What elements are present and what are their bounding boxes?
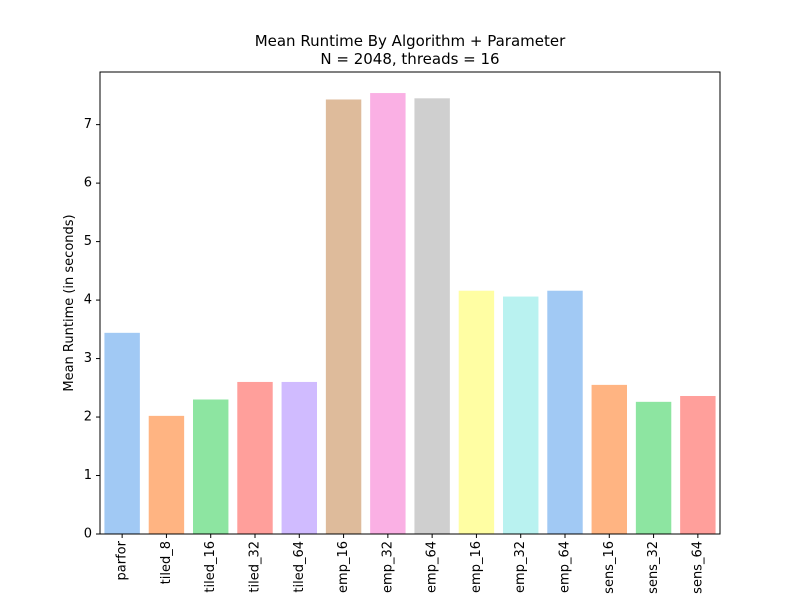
x-tick-label: emp_16 [336,541,351,593]
bar-13 [680,395,716,534]
y-tick-label: 2 [84,410,92,425]
x-tick-label: tiled_64 [292,541,307,593]
x-tick-label: sens_32 [646,541,661,594]
x-tick-label: sens_16 [602,541,617,594]
y-tick-label: 3 [84,351,92,366]
bar-5 [325,99,362,534]
chart-title: Mean Runtime By Algorithm + Parameter [255,32,566,50]
plot-frame [99,71,721,535]
bar-9 [503,296,539,534]
bar-1 [148,415,185,534]
bar-0 [104,332,140,534]
chart-subtitle: N = 2048, threads = 16 [320,50,499,68]
y-tick-label: 1 [84,468,92,483]
y-tick-label: 4 [84,293,92,308]
x-tick-label: emp_16 [469,541,484,593]
x-axis-ticks: parfor tiled_8 tiled_16 tiled_32 tiled_64 emp… [115,534,705,594]
y-tick-label: 7 [84,117,92,132]
bar-4 [281,381,317,534]
bar-7 [414,98,450,534]
bar-6 [370,93,406,534]
y-tick-label: 6 [84,176,92,191]
bar-2 [193,399,229,534]
bar-3 [237,381,273,534]
y-axis-label: Mean Runtime (in seconds) [62,214,77,391]
x-tick-label: emp_32 [380,541,395,593]
y-axis-ticks: 0 1 2 3 4 5 6 7 [84,117,100,542]
x-tick-label: sens_64 [690,541,705,594]
bar-12 [635,401,672,534]
bar-11 [591,384,627,534]
x-tick-label: emp_64 [425,541,440,593]
x-tick-label: tiled_8 [159,541,174,584]
bar-10 [547,290,583,534]
bar-8 [458,290,495,534]
x-tick-label: parfor [115,540,130,580]
x-tick-label: tiled_32 [248,541,263,593]
bars-group [104,93,716,534]
y-tick-label: 0 [84,527,92,542]
x-tick-label: tiled_16 [203,541,218,593]
y-tick-label: 5 [84,234,92,249]
x-tick-label: emp_32 [513,541,528,593]
x-tick-label: emp_64 [558,541,573,593]
